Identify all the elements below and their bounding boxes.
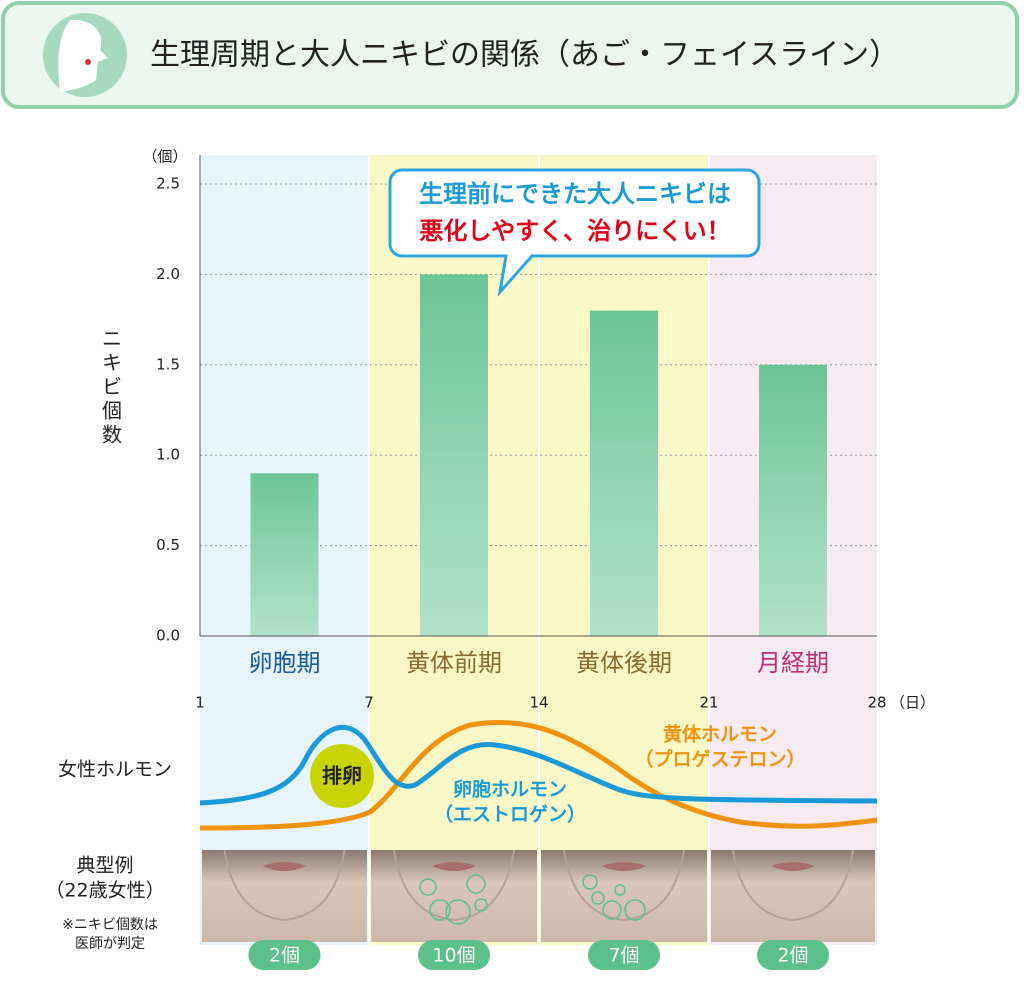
example-note: 医師が判定 <box>75 936 145 952</box>
count-pill <box>757 940 829 970</box>
day-unit: （日） <box>890 694 935 712</box>
acne-marker <box>429 899 451 921</box>
hormone-label: 女性ホルモン <box>58 759 172 781</box>
acne-marker <box>419 878 437 896</box>
y-tick-label: 2.0 <box>156 265 180 283</box>
progesterone-sub: （プロゲステロン） <box>634 748 805 771</box>
photo-chin <box>393 849 515 922</box>
photo-lips <box>432 862 476 871</box>
y-tick-label: 2.5 <box>156 175 180 193</box>
count-pill <box>588 940 660 970</box>
y-axis-label: キ <box>102 351 122 375</box>
example-label: 典型例 <box>76 855 133 877</box>
acne-marker <box>445 899 471 925</box>
category-label: 黄体後期 <box>576 649 672 677</box>
title: 生理周期と大人ニキビの関係（あご・フェイスライン） <box>150 38 899 73</box>
estrogen-sub: （エストロゲン） <box>434 803 586 826</box>
y-tick-label: 1.0 <box>156 446 180 464</box>
bar <box>420 274 488 636</box>
photo-chin <box>732 849 854 922</box>
day-tick-label: 1 <box>195 694 205 712</box>
face-icon <box>58 19 108 93</box>
acne-marker <box>474 898 488 912</box>
y-axis-label: 数 <box>102 423 122 447</box>
day-tick-label: 21 <box>699 694 718 712</box>
progesterone-name: 黄体ホルモン <box>663 723 777 746</box>
photo-chin <box>223 849 346 922</box>
count-label: 7個 <box>608 945 639 967</box>
ovulation-label: 排卵 <box>322 764 362 788</box>
bar <box>590 310 658 636</box>
y-tick-label: 0.0 <box>156 627 180 645</box>
y-tick-label: 1.5 <box>156 355 180 373</box>
bar <box>250 473 319 636</box>
acne-marker <box>624 899 646 921</box>
y-tick-label: 0.5 <box>156 536 180 554</box>
category-label: 卵胞期 <box>249 649 321 677</box>
acne-dot <box>85 59 91 65</box>
y-unit: （個） <box>142 148 187 166</box>
title-box <box>1 1 1019 109</box>
photo-lips <box>602 862 646 871</box>
photo-lips <box>771 862 815 871</box>
acne-marker <box>591 891 605 905</box>
count-label: 2個 <box>269 945 300 967</box>
callout-line: 生理前にできた大人ニキビは <box>419 180 731 208</box>
example-label: （22歳女性） <box>45 880 164 902</box>
photo-chin <box>563 849 685 922</box>
count-pill <box>248 940 321 970</box>
acne-marker <box>582 874 598 890</box>
category-label: 月経期 <box>757 649 829 677</box>
y-axis-label: ニキビ個数 <box>102 327 122 447</box>
day-tick-label: 28 <box>867 694 886 712</box>
callout <box>388 168 761 297</box>
progesterone-curve <box>199 719 878 831</box>
count-label: 10個 <box>432 945 475 967</box>
photo-lips <box>262 862 307 871</box>
bar <box>759 364 827 636</box>
y-axis-label: ニ <box>102 327 122 351</box>
day-tick-label: 7 <box>364 694 374 712</box>
day-tick-label: 14 <box>529 694 548 712</box>
count-label: 2個 <box>777 945 808 967</box>
count-pill <box>418 940 490 970</box>
category-label: 黄体前期 <box>406 649 502 677</box>
callout-line: 悪化しやすく、治りにくい！ <box>419 217 730 245</box>
estrogen-curve <box>199 725 878 806</box>
acne-marker <box>466 874 486 894</box>
acne-marker <box>602 900 622 920</box>
acne-marker <box>614 884 626 896</box>
ovulation-badge <box>310 744 374 808</box>
example-note: ※ニキビ個数は <box>62 917 158 933</box>
y-axis-label: ビ <box>102 375 122 399</box>
estrogen-name: 卵胞ホルモン <box>453 778 567 801</box>
y-axis-label: 個 <box>102 399 122 423</box>
